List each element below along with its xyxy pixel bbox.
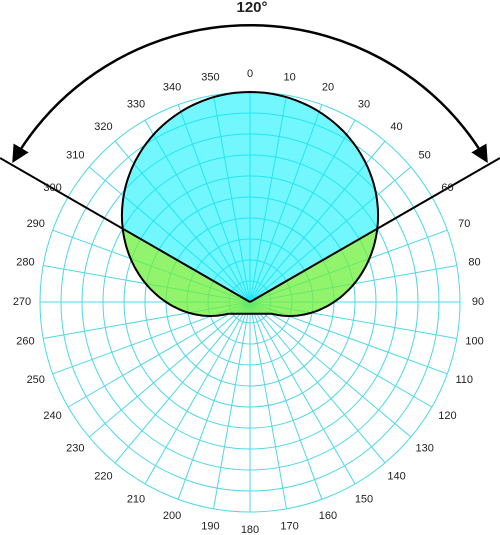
- angle-label: 320: [94, 121, 112, 133]
- grid-spoke: [114, 301, 251, 464]
- grid-spoke: [249, 301, 433, 408]
- angle-label: 260: [16, 335, 34, 347]
- coverage-angle: 120°: [236, 0, 267, 16]
- angle-label: 340: [163, 82, 181, 94]
- angle-label: 300: [43, 182, 61, 194]
- angle-label: 240: [43, 410, 61, 422]
- grid-spoke: [67, 301, 251, 408]
- grid-spoke: [88, 301, 251, 438]
- angle-label: 60: [441, 182, 453, 194]
- angle-label: 80: [468, 256, 480, 268]
- angle-label: 330: [127, 98, 145, 110]
- angle-label: 140: [387, 471, 405, 483]
- angle-label: 100: [465, 335, 483, 347]
- grid-spoke: [249, 301, 323, 500]
- pattern-outline: [120, 90, 380, 317]
- angle-label: 350: [201, 71, 219, 83]
- angle-label: 120: [438, 410, 456, 422]
- angle-label: 220: [94, 471, 112, 483]
- angle-label: 50: [419, 149, 431, 161]
- grid-spoke: [249, 301, 287, 509]
- angle-label: 250: [27, 374, 45, 386]
- angle-label: 30: [358, 98, 370, 110]
- angle-label: 270: [13, 296, 31, 308]
- angle-label: 0: [247, 68, 253, 80]
- angle-label: 170: [280, 520, 298, 532]
- angle-label: 40: [390, 121, 402, 133]
- angle-label: 310: [66, 149, 84, 161]
- coverage-edge: [0, 157, 251, 303]
- angle-label: 290: [27, 218, 45, 230]
- grid-spoke: [144, 301, 251, 485]
- pickup-pattern: [120, 90, 380, 317]
- angle-label: 280: [16, 256, 34, 268]
- angle-label: 160: [319, 510, 337, 522]
- angle-label: 180: [241, 524, 259, 535]
- angle-label: 210: [127, 493, 145, 505]
- angle-label: 230: [66, 442, 84, 454]
- angle-label: 10: [283, 71, 295, 83]
- angle-labels: 0 10 20 30 40 50 60 70 80 90 100 110 120 130 140 150 160…: [13, 68, 484, 535]
- angle-label: 110: [455, 374, 473, 386]
- angle-label: 70: [458, 218, 470, 230]
- angle-label: 150: [355, 493, 373, 505]
- grid-spoke: [213, 301, 251, 509]
- grid-spoke: [249, 301, 386, 464]
- coverage-arc: [12, 23, 488, 164]
- angle-label: 130: [415, 442, 433, 454]
- angle-label: 190: [201, 520, 219, 532]
- grid-spoke: [249, 301, 412, 438]
- coverage-edge: [249, 157, 500, 303]
- angle-label: 90: [472, 296, 484, 308]
- angle-label: 20: [322, 82, 334, 94]
- angle-label: 200: [163, 510, 181, 522]
- grid-spoke: [177, 301, 251, 500]
- grid-spoke: [249, 301, 356, 485]
